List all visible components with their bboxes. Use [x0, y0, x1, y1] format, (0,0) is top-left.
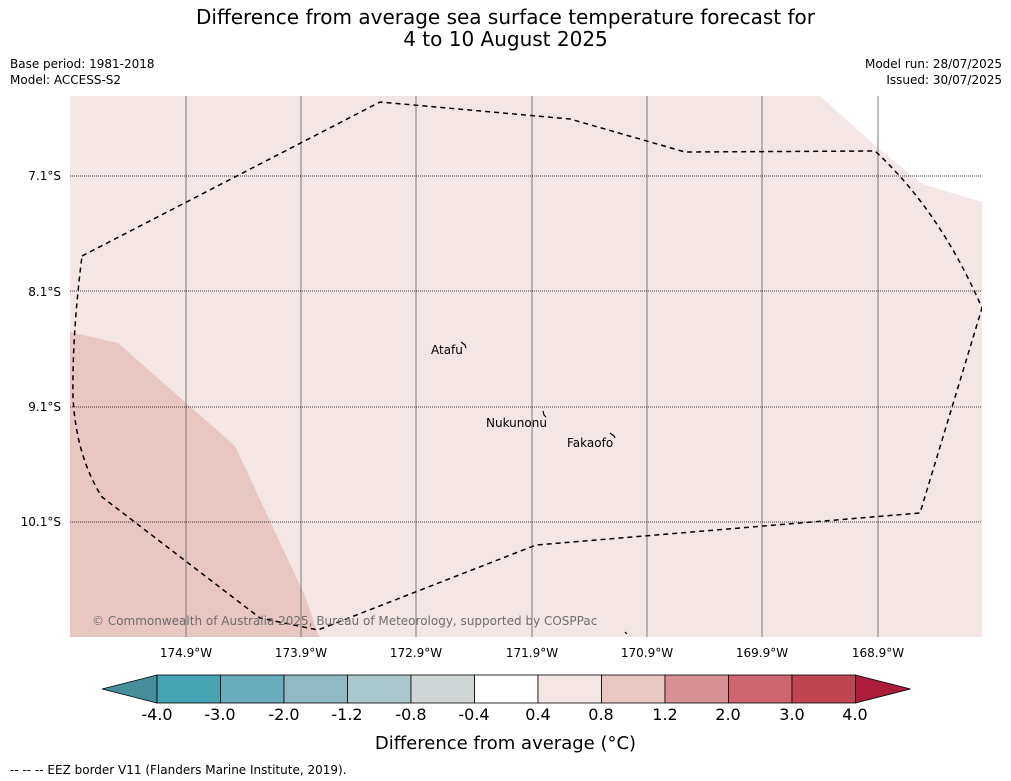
lon-label-169-9: 169.9°W: [735, 646, 789, 660]
lon-label-170-9: 170.9°W: [620, 646, 674, 660]
colorbar-segment: [347, 674, 412, 704]
colorbar-tick: 3.0: [779, 705, 805, 724]
colorbar-tick: -0.4: [458, 705, 490, 724]
lat-label-10-1: 10.1°S: [20, 515, 61, 529]
lon-label-171-9: 171.9°W: [505, 646, 559, 660]
colorbar-tick: 1.2: [652, 705, 678, 724]
fakaofo-atoll-icon: [609, 432, 616, 439]
colorbar-tick: -4.0: [141, 705, 173, 724]
copyright-notice: © Commonwealth of Australia 2025, Bureau…: [92, 614, 598, 628]
colorbar-segment: [601, 674, 666, 704]
meta-left: Base period: 1981-2018 Model: ACCESS-S2: [10, 56, 155, 88]
atoll-shapes: [460, 341, 628, 635]
lat-label-9-1: 9.1°S: [28, 400, 61, 414]
model-name: Model: ACCESS-S2: [10, 73, 122, 87]
nukunonu-atoll-icon: [542, 410, 547, 418]
issued-date: Issued: 30/07/2025: [886, 73, 1002, 87]
meta-right: Model run: 28/07/2025 Issued: 30/07/2025: [865, 56, 1002, 88]
colorbar-tick: 0.8: [588, 705, 614, 724]
lat-label-7-1: 7.1°S: [28, 169, 61, 183]
colorbar-segment: [156, 674, 221, 704]
colorbar-segment: [283, 674, 348, 704]
eez-legend-note: -- -- -- EEZ border V11 (Flanders Marine…: [10, 763, 347, 777]
lon-label-168-9: 168.9°W: [851, 646, 905, 660]
colorbar-segment: [410, 674, 475, 704]
colorbar-tick: -2.0: [268, 705, 300, 724]
colorbar-segment: [220, 674, 285, 704]
colorbar-extend-high: [855, 674, 911, 704]
place-label-nukunonu: Nukunonu: [486, 416, 547, 430]
colorbar-segment: [474, 674, 539, 704]
place-label-fakaofo: Fakaofo: [567, 436, 614, 450]
colorbar-tick: -0.8: [395, 705, 427, 724]
islet-mark-icon: [624, 631, 628, 635]
eez-border: [72, 101, 982, 631]
model-run: Model run: 28/07/2025: [864, 57, 1002, 71]
anomaly-region-white: [820, 96, 982, 202]
title-line-2: 4 to 10 August 2025: [403, 27, 608, 51]
colorbar-segment: [728, 674, 793, 704]
place-label-atafu: Atafu: [431, 343, 463, 357]
lon-label-172-9: 172.9°W: [389, 646, 443, 660]
colorbar-tick: -3.0: [204, 705, 236, 724]
map-canvas: [70, 96, 982, 637]
lat-label-8-1: 8.1°S: [28, 285, 61, 299]
anomaly-region-medium: [70, 332, 319, 637]
colorbar-segment: [537, 674, 602, 704]
base-period: Base period: 1981-2018: [10, 57, 155, 71]
colorbar: [101, 674, 911, 704]
map-title: Difference from average sea surface temp…: [0, 6, 1011, 50]
lon-label-173-9: 173.9°W: [274, 646, 328, 660]
lon-label-174-9: 174.9°W: [159, 646, 213, 660]
colorbar-label: Difference from average (°C): [374, 733, 637, 754]
colorbar-tick: -1.2: [331, 705, 363, 724]
title-line-1: Difference from average sea surface temp…: [195, 5, 815, 29]
colorbar-tick: 4.0: [842, 705, 868, 724]
colorbar-segment: [664, 674, 729, 704]
colorbar-extend-low: [101, 674, 158, 704]
colorbar-tick: 0.4: [525, 705, 551, 724]
colorbar-segment: [791, 674, 856, 704]
latitude-gridlines: [70, 175, 982, 523]
colorbar-tick: 2.0: [715, 705, 741, 724]
atafu-atoll-icon: [460, 341, 467, 349]
